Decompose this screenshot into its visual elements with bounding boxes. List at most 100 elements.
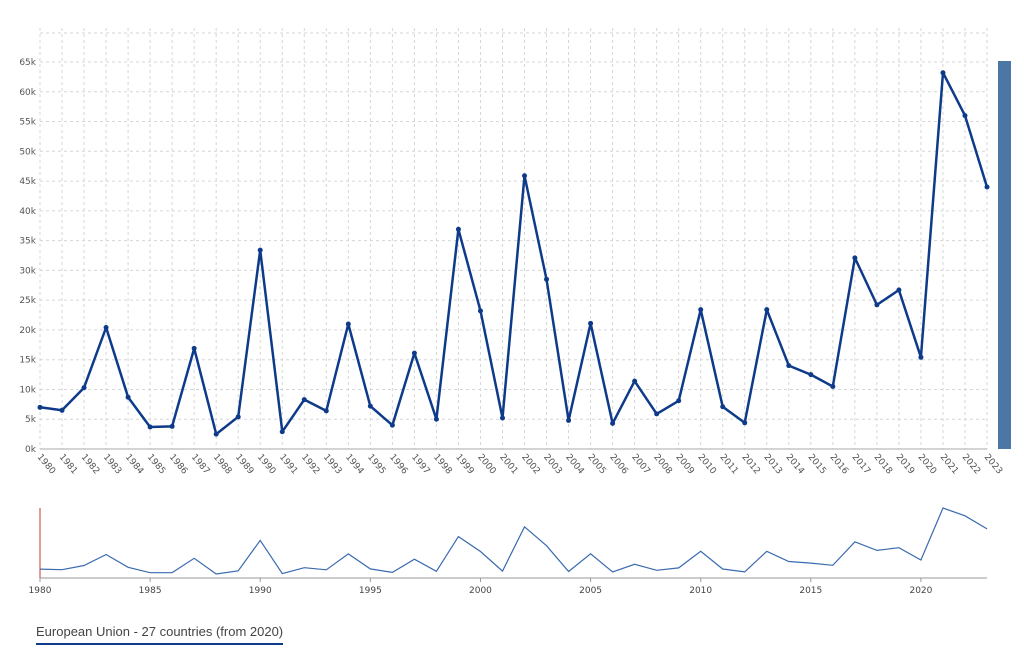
data-point[interactable] <box>477 308 483 314</box>
data-point[interactable] <box>610 420 616 426</box>
data-point[interactable] <box>896 287 902 293</box>
data-point[interactable] <box>764 307 770 313</box>
data-point[interactable] <box>125 394 131 400</box>
data-point[interactable] <box>499 415 505 421</box>
x-tick-label: 1986 <box>167 453 190 477</box>
data-point[interactable] <box>323 408 329 414</box>
x-tick-label: 2000 <box>475 453 498 477</box>
navigator-tick-label: 1995 <box>359 586 382 596</box>
x-tick-label: 1990 <box>255 453 278 477</box>
data-point[interactable] <box>37 404 43 410</box>
x-tick-label: 2003 <box>541 453 563 477</box>
navigator-tick-label: 1980 <box>29 586 52 596</box>
y-tick-label: 55k <box>19 118 36 128</box>
x-tick-label: 1982 <box>79 453 101 477</box>
data-point[interactable] <box>962 113 968 119</box>
x-tick-label: 1997 <box>409 453 431 477</box>
y-tick-label: 50k <box>19 147 36 157</box>
data-point[interactable] <box>522 173 528 179</box>
x-tick-label: 2016 <box>828 453 851 477</box>
navigator-x-ticks: 1980 1985 1990 1995 2000 2005 2010 2015 2020 <box>29 578 933 596</box>
data-point[interactable] <box>345 321 351 327</box>
data-point[interactable] <box>213 431 219 437</box>
y-tick-label: 0k <box>25 445 37 455</box>
data-point[interactable] <box>367 403 373 409</box>
x-tick-label: 2014 <box>783 453 806 477</box>
x-tick-label: 2007 <box>629 453 651 477</box>
data-point[interactable] <box>433 416 439 422</box>
data-point[interactable] <box>676 398 682 404</box>
navigator-tick-label: 2000 <box>469 586 492 596</box>
x-tick-label: 1998 <box>431 453 454 477</box>
x-tick-label: 2004 <box>563 453 586 477</box>
main-line-chart: 0k 5k 10k 15k 20k 25k 30k 35k 40k 45k 50k 55k 60k 65k… <box>19 28 1004 477</box>
data-point[interactable] <box>984 184 990 190</box>
x-tick-label: 1994 <box>343 453 366 477</box>
data-point[interactable] <box>786 363 792 369</box>
data-point[interactable] <box>566 417 572 423</box>
data-point[interactable] <box>544 276 550 282</box>
data-point[interactable] <box>235 414 241 420</box>
data-point[interactable] <box>698 307 704 313</box>
x-tick-label: 2022 <box>960 453 982 477</box>
x-tick-label: 2013 <box>761 453 783 477</box>
x-tick-label: 2011 <box>717 453 739 477</box>
data-point[interactable] <box>654 411 660 417</box>
data-point[interactable] <box>191 345 197 351</box>
data-point[interactable] <box>874 302 880 308</box>
data-point[interactable] <box>301 397 307 403</box>
data-point[interactable] <box>279 429 285 435</box>
data-point[interactable] <box>808 372 814 378</box>
navigator-tick-label: 2010 <box>689 586 712 596</box>
data-point[interactable] <box>455 226 461 232</box>
data-point[interactable] <box>830 383 836 389</box>
data-point[interactable] <box>389 422 395 428</box>
x-tick-label: 1983 <box>101 453 123 477</box>
data-point[interactable] <box>411 350 417 356</box>
y-axis-ticks: 0k 5k 10k 15k 20k 25k 30k 35k 40k 45k 50k 55k 60k 65k <box>19 58 36 455</box>
data-point[interactable] <box>103 325 109 331</box>
data-point[interactable] <box>720 404 726 410</box>
data-point[interactable] <box>940 70 946 76</box>
y-tick-label: 60k <box>19 88 36 98</box>
series-points[interactable] <box>37 70 990 437</box>
x-tick-label: 2021 <box>938 453 960 477</box>
data-point[interactable] <box>81 385 87 391</box>
data-point[interactable] <box>257 247 263 253</box>
data-point[interactable] <box>169 423 175 429</box>
data-point[interactable] <box>918 354 924 360</box>
y-tick-label: 5k <box>25 415 37 425</box>
data-point[interactable] <box>742 420 748 426</box>
y-tick-label: 30k <box>19 266 36 276</box>
x-tick-label: 1999 <box>453 453 476 477</box>
x-tick-label: 2012 <box>739 453 761 477</box>
data-point[interactable] <box>59 407 65 413</box>
data-point[interactable] <box>588 320 594 326</box>
x-tick-label: 1989 <box>233 453 256 477</box>
x-tick-label: 1993 <box>321 453 343 477</box>
navigator-tick-label: 2020 <box>909 586 932 596</box>
legend[interactable]: European Union - 27 countries (from 2020… <box>36 623 284 645</box>
navigator-chart[interactable]: 1980 1985 1990 1995 2000 2005 2010 2015 2020 <box>0 500 1024 605</box>
x-tick-label: 2001 <box>497 453 519 477</box>
legend-item-label[interactable]: European Union - 27 countries (from 2020… <box>36 624 284 645</box>
navigator-line <box>39 507 988 575</box>
navigator-tick-label: 1985 <box>139 586 162 596</box>
x-tick-label: 1988 <box>211 453 234 477</box>
navigator-tick-label: 2005 <box>579 586 602 596</box>
y-tick-label: 20k <box>19 326 36 336</box>
main-grid <box>39 28 988 450</box>
x-tick-label: 2008 <box>651 453 674 477</box>
x-tick-label: 2002 <box>519 453 541 477</box>
data-point[interactable] <box>632 378 638 384</box>
x-tick-label: 2018 <box>872 453 895 477</box>
data-point[interactable] <box>147 424 153 430</box>
y-tick-label: 10k <box>19 385 36 395</box>
x-tick-label: 1984 <box>123 453 146 477</box>
data-point[interactable] <box>852 255 858 261</box>
vertical-scrollbar[interactable] <box>998 61 1011 449</box>
x-tick-label: 2020 <box>916 453 939 477</box>
x-tick-label: 2006 <box>607 453 630 477</box>
y-tick-label: 35k <box>19 237 36 247</box>
x-tick-label: 1992 <box>299 453 321 477</box>
